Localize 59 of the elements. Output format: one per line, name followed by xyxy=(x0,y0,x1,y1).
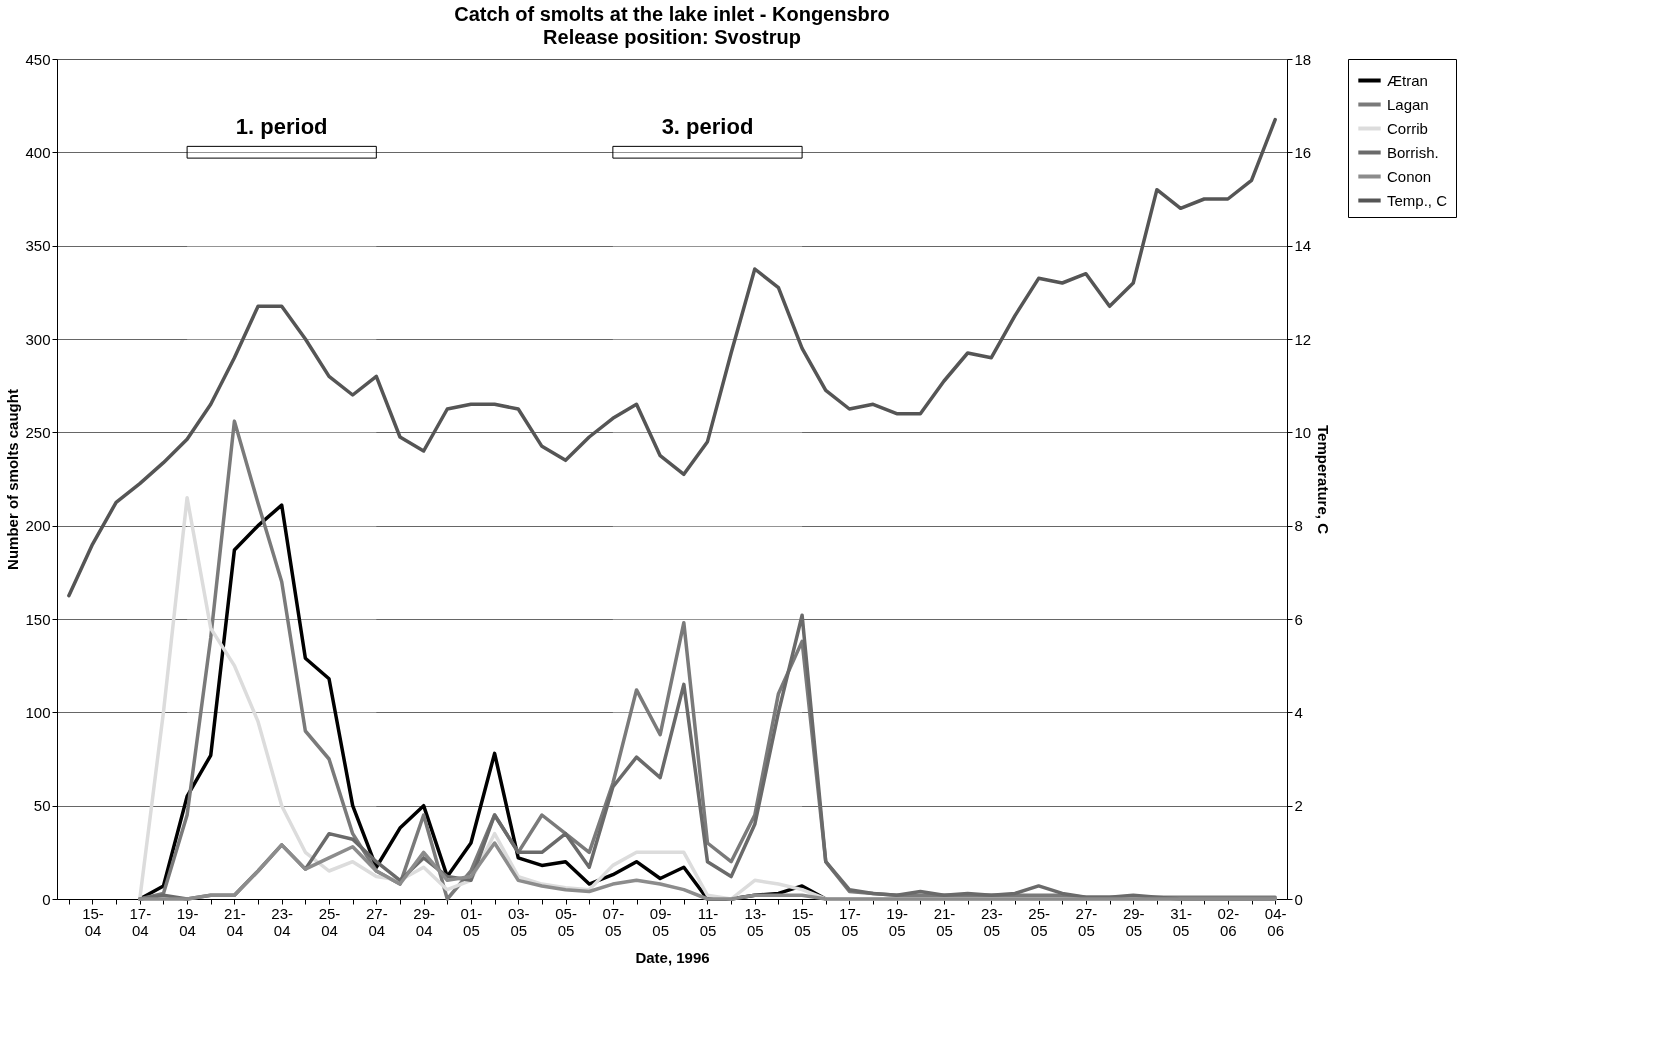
x-tick-label: 17-05 xyxy=(839,904,861,939)
x-tick-label: 29-04 xyxy=(413,904,435,939)
x-tick-label: 09-05 xyxy=(649,904,672,939)
y2-tick-label: 10 xyxy=(1294,423,1312,441)
y-axis-title: Number of smolts caught xyxy=(4,389,22,570)
y2-tick-label: 0 xyxy=(1294,890,1303,908)
x-tick-label: 02-06 xyxy=(1217,904,1240,939)
legend-label: Ætran xyxy=(1387,71,1428,89)
y-tick-label: 250 xyxy=(25,423,51,441)
legend-label: Temp., C xyxy=(1387,191,1448,209)
x-tick-label: 03-05 xyxy=(507,904,530,939)
x-tick-label: 31-05 xyxy=(1170,904,1192,939)
y2-tick-label: 12 xyxy=(1294,330,1312,348)
x-tick-label: 15-04 xyxy=(82,904,104,939)
x-tick-label: 29-05 xyxy=(1122,904,1145,939)
x-tick-label: 11-05 xyxy=(697,904,719,939)
x-tick-label: 19-05 xyxy=(886,904,909,939)
y2-tick-label: 4 xyxy=(1294,703,1303,721)
y2-tick-label: 8 xyxy=(1294,517,1303,535)
x-tick-label: 01-05 xyxy=(460,904,483,939)
x-tick-label: 27-05 xyxy=(1075,904,1098,939)
y2-tick-label: 6 xyxy=(1294,610,1303,628)
x-tick-label: 15-05 xyxy=(791,904,814,939)
x-tick-label: 05-05 xyxy=(555,904,577,939)
y2-tick-label: 16 xyxy=(1294,143,1312,161)
y-tick-label: 300 xyxy=(25,330,51,348)
y-tick-label: 150 xyxy=(25,610,51,628)
x-axis-title: Date, 1996 xyxy=(635,948,710,966)
x-tick-label: 25-05 xyxy=(1028,904,1050,939)
x-tick-label: 07-05 xyxy=(602,904,625,939)
x-tick-label: 19-04 xyxy=(176,904,199,939)
x-tick-label: 25-04 xyxy=(318,904,341,939)
y-tick-label: 0 xyxy=(42,890,51,908)
legend-label: Lagan xyxy=(1387,95,1429,113)
band-label: 1. period xyxy=(235,113,328,139)
y2-tick-label: 2 xyxy=(1294,797,1303,815)
y-tick-label: 100 xyxy=(25,703,51,721)
band-label: 3. period xyxy=(661,113,754,139)
y-tick-label: 50 xyxy=(33,797,51,815)
y2-tick-label: 14 xyxy=(1294,237,1312,255)
legend-label: Conon xyxy=(1387,167,1432,185)
x-tick-label: 04-06 xyxy=(1264,904,1287,939)
x-tick-label: 21-04 xyxy=(224,904,246,939)
y-tick-label: 200 xyxy=(25,517,51,535)
y-tick-label: 400 xyxy=(25,143,51,161)
x-tick-label: 23-04 xyxy=(271,904,294,939)
legend-label: Borrish. xyxy=(1387,143,1439,161)
y2-tick-label: 18 xyxy=(1294,50,1312,68)
chart-subtitle: Release position: Svostrup xyxy=(543,26,801,48)
x-tick-label: 17-04 xyxy=(129,904,152,939)
legend-label: Corrib xyxy=(1387,119,1428,137)
chart-title: Catch of smolts at the lake inlet - Kongensbro xyxy=(454,3,890,25)
x-tick-label: 13-05 xyxy=(744,904,767,939)
x-tick-label: 23-05 xyxy=(980,904,1003,939)
y-tick-label: 450 xyxy=(25,50,51,68)
x-tick-label: 21-05 xyxy=(933,904,956,939)
y-tick-label: 350 xyxy=(25,237,51,255)
x-tick-label: 27-04 xyxy=(365,904,388,939)
y2-axis-title: Temperature, C xyxy=(1315,425,1333,535)
